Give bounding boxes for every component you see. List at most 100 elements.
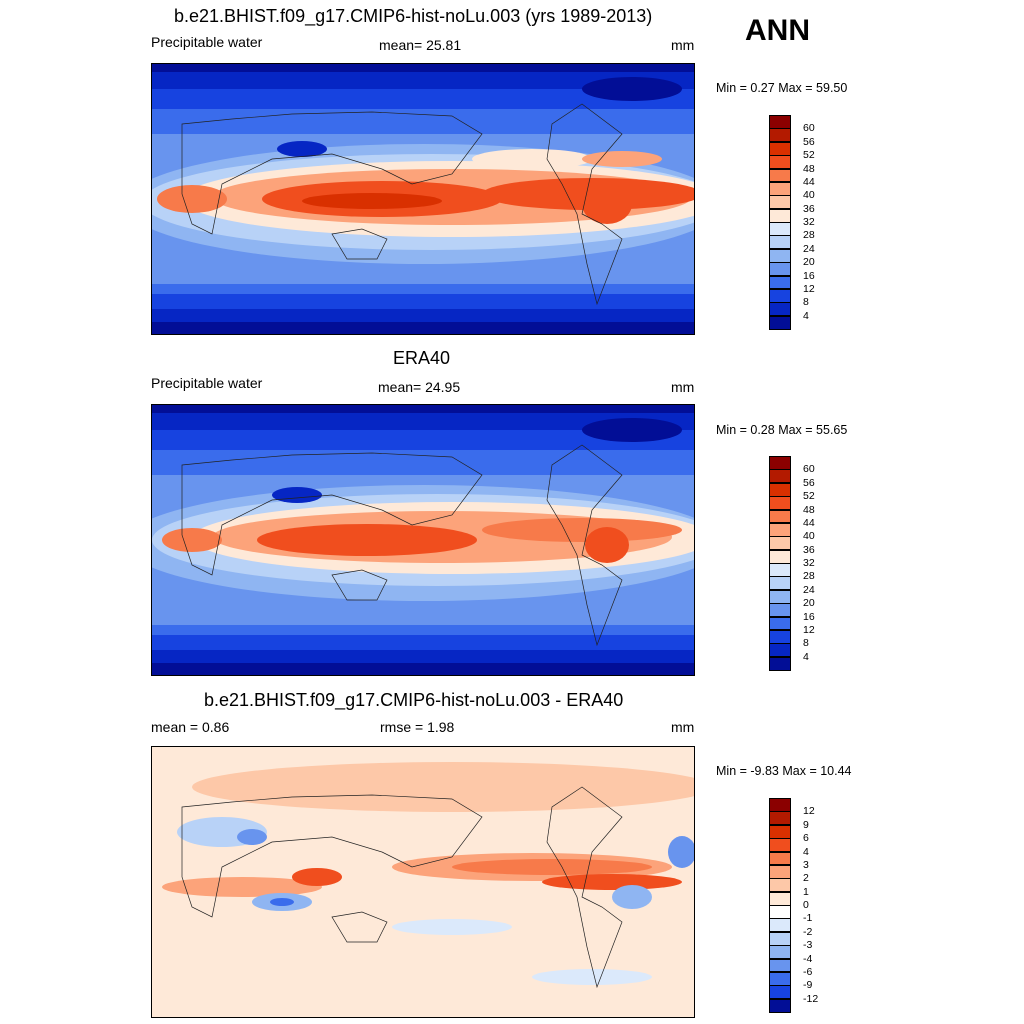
panel3-map — [151, 746, 695, 1018]
colorbar-swatch — [769, 195, 791, 210]
colorbar-tick-label: 36 — [803, 202, 815, 215]
colorbar-swatch — [769, 275, 791, 290]
panel2-variable-label: Precipitable water — [151, 375, 263, 391]
colorbar-swatch — [769, 998, 791, 1013]
colorbar-swatch — [769, 315, 791, 330]
colorbar-tick-label: 4 — [803, 650, 809, 663]
colorbar-tick-label: 9 — [803, 818, 809, 831]
panel1-title: b.e21.BHIST.f09_g17.CMIP6-hist-noLu.003 … — [174, 6, 653, 26]
colorbar-tick-label: 60 — [803, 122, 815, 135]
colorbar-swatch — [769, 262, 791, 276]
colorbar-tick-label: 52 — [803, 490, 815, 503]
colorbar-swatch — [769, 864, 791, 879]
colorbar-swatch — [769, 168, 791, 183]
colorbar-swatch — [769, 235, 791, 250]
colorbar-swatch — [769, 589, 791, 604]
colorbar-tick-label: 12 — [803, 623, 815, 636]
colorbar-swatch — [769, 931, 791, 946]
panel2-map — [151, 404, 695, 676]
colorbar-tick-label: 4 — [803, 309, 809, 322]
colorbar-tick-label: 2 — [803, 872, 809, 885]
colorbar-swatch — [769, 563, 791, 577]
panel1-variable-label: Precipitable water — [151, 34, 263, 50]
panel3-contour-field — [152, 747, 694, 1017]
panel1-contour-field — [152, 64, 694, 334]
panel1-mean-label: mean= 25.81 — [379, 37, 462, 53]
colorbar-tick-label: 6 — [803, 832, 809, 845]
colorbar-swatch — [769, 576, 791, 591]
colorbar-tick-label: 0 — [803, 899, 809, 911]
panel2-mean-label: mean= 24.95 — [378, 379, 461, 395]
colorbar-swatch — [769, 851, 791, 866]
colorbar-tick-label: 48 — [803, 503, 815, 516]
panel3-title: b.e21.BHIST.f09_g17.CMIP6-hist-noLu.003 … — [204, 690, 624, 710]
colorbar-tick-label: 3 — [803, 858, 809, 871]
colorbar-swatch — [769, 482, 791, 497]
colorbar-tick-label: 20 — [803, 256, 815, 269]
colorbar-tick-label: 4 — [803, 845, 809, 858]
colorbar-tick-label: 56 — [803, 476, 815, 489]
colorbar-swatch — [769, 181, 791, 196]
colorbar-tick-label: 36 — [803, 543, 815, 556]
panel2-colorbar: 60 56 52 48 44 40 36 32 28 24 20 16 12 8 4 — [769, 456, 815, 671]
colorbar-swatch — [769, 288, 791, 303]
colorbar-tick-label: 60 — [803, 463, 815, 476]
panel1-map — [151, 63, 695, 335]
colorbar-tick-label: -9 — [803, 979, 813, 992]
colorbar-tick-label: 32 — [803, 557, 815, 569]
colorbar-swatch — [769, 918, 791, 933]
panel2-units-label: mm — [671, 379, 695, 395]
colorbar-tick-label: 1 — [803, 885, 809, 898]
colorbar-tick-label: -6 — [803, 965, 813, 978]
colorbar-swatch — [769, 824, 791, 839]
colorbar-swatch — [769, 891, 791, 906]
colorbar-tick-label: -12 — [803, 992, 819, 1005]
colorbar-swatch — [769, 141, 791, 156]
colorbar-swatch — [769, 509, 791, 524]
colorbar-tick-label: 52 — [803, 149, 815, 162]
colorbar-swatch — [769, 155, 791, 169]
panel2-minmax-label: Min = 0.28 Max = 55.65 — [716, 423, 848, 437]
colorbar-swatch — [769, 643, 791, 658]
panel1-minmax-label: Min = 0.27 Max = 59.50 — [716, 81, 848, 95]
colorbar-tick-label: 40 — [803, 189, 815, 202]
colorbar-tick-label: 24 — [803, 583, 815, 596]
panel2-contour-field — [152, 405, 694, 675]
colorbar-swatch — [769, 469, 791, 484]
colorbar-swatch — [769, 945, 791, 959]
colorbar-swatch — [769, 811, 791, 826]
colorbar-swatch — [769, 128, 791, 143]
colorbar-tick-label: 40 — [803, 530, 815, 543]
colorbar-swatch — [769, 798, 791, 812]
colorbar-tick-label: -4 — [803, 952, 813, 965]
colorbar-swatch — [769, 302, 791, 317]
colorbar-swatch — [769, 656, 791, 671]
colorbar-swatch — [769, 878, 791, 893]
colorbar-swatch — [769, 536, 791, 551]
panel3-minmax-label: Min = -9.83 Max = 10.44 — [716, 764, 852, 778]
colorbar-tick-label: 20 — [803, 597, 815, 610]
colorbar-tick-label: -2 — [803, 925, 813, 938]
colorbar-swatch — [769, 958, 791, 973]
colorbar-swatch — [769, 522, 791, 537]
colorbar-swatch — [769, 208, 791, 223]
colorbar-swatch — [769, 603, 791, 617]
colorbar-tick-label: 12 — [803, 805, 815, 818]
panel2-title: ERA40 — [393, 348, 451, 368]
colorbar-tick-label: 28 — [803, 229, 815, 242]
panel3-units-label: mm — [671, 719, 695, 735]
colorbar-tick-label: -3 — [803, 939, 813, 952]
colorbar-swatch — [769, 115, 791, 129]
colorbar-tick-label: 28 — [803, 570, 815, 583]
colorbar-swatch — [769, 222, 791, 236]
season-label: ANN — [745, 14, 810, 47]
colorbar-swatch — [769, 838, 791, 852]
colorbar-tick-label: 8 — [803, 637, 809, 650]
colorbar-swatch — [769, 549, 791, 564]
colorbar-tick-label: 44 — [803, 175, 815, 188]
colorbar-swatch — [769, 248, 791, 263]
colorbar-swatch — [769, 971, 791, 986]
colorbar-tick-label: -1 — [803, 912, 813, 925]
colorbar-swatch — [769, 496, 791, 510]
colorbar-tick-label: 8 — [803, 296, 809, 309]
